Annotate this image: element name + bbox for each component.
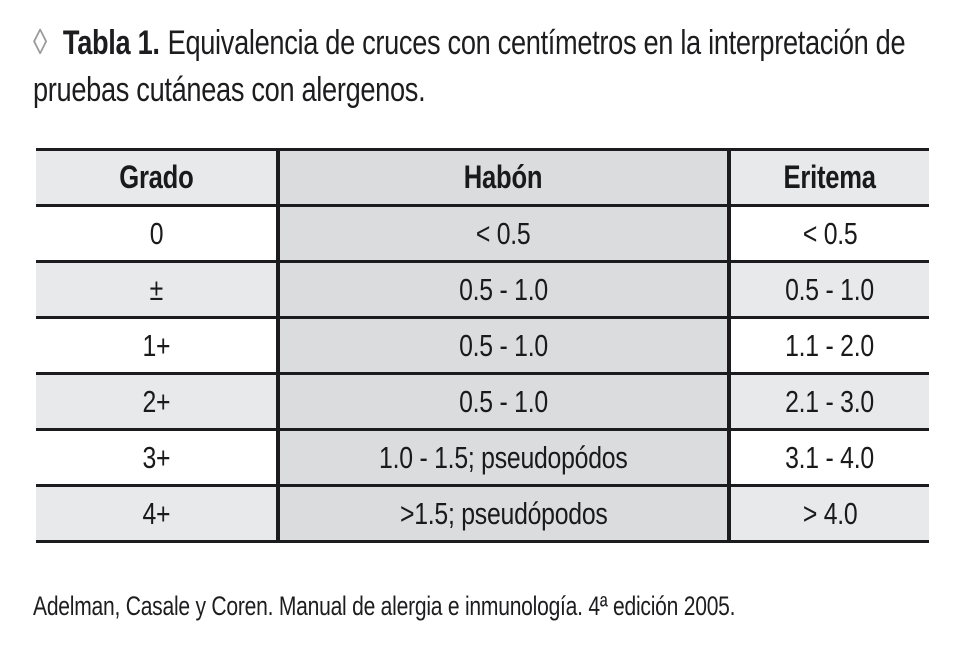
cell-grado: ± [36, 260, 280, 319]
cell-grado-value: 2+ [142, 383, 170, 419]
cell-eritema-value: > 4.0 [802, 495, 858, 531]
cell-habon: >1.5; pseudópodos [278, 484, 731, 543]
column-header-eritema: Eritema [729, 148, 929, 207]
column-header-habon-label: Habón [464, 159, 543, 195]
cell-habon-value: 0.5 - 1.0 [459, 383, 548, 419]
table-row: 2+ 0.5 - 1.0 2.1 - 3.0 [36, 372, 929, 431]
column-header-eritema-label: Eritema [783, 159, 877, 195]
cell-habon: 0.5 - 1.0 [278, 372, 731, 431]
column-header-habon: Habón [278, 148, 731, 207]
cell-eritema: 0.5 - 1.0 [729, 260, 929, 319]
table-row: 3+ 1.0 - 1.5; pseudopódos 3.1 - 4.0 [36, 428, 929, 487]
cell-grado: 2+ [36, 372, 280, 431]
cell-eritema: > 4.0 [729, 484, 929, 543]
cell-eritema-value: 1.1 - 2.0 [785, 327, 875, 363]
table-row: 4+ >1.5; pseudópodos > 4.0 [36, 484, 929, 543]
cell-eritema: 3.1 - 4.0 [729, 428, 929, 487]
citation: Adelman, Casale y Coren. Manual de alerg… [33, 591, 736, 621]
table-header: Grado Habón Eritema [36, 148, 929, 207]
cell-habon-value: 0.5 - 1.0 [459, 271, 548, 307]
cell-eritema-value: < 0.5 [802, 215, 858, 251]
cell-grado-value: 0 [149, 215, 163, 251]
cell-eritema-value: 2.1 - 3.0 [785, 383, 875, 419]
caption-line2: pruebas cutáneas con alergenos. [33, 71, 426, 109]
table-row: 0 < 0.5 < 0.5 [36, 204, 929, 263]
cell-habon-value: 1.0 - 1.5; pseudopódos [379, 439, 628, 475]
cell-habon-value: 0.5 - 1.0 [459, 327, 548, 363]
table-body: 0 < 0.5 < 0.5 ± 0.5 - 1.0 0.5 - 1.0 1+ 0… [36, 204, 929, 543]
cell-eritema-value: 0.5 - 1.0 [785, 271, 875, 307]
cell-habon: < 0.5 [278, 204, 731, 263]
cell-grado-value: 3+ [142, 439, 170, 475]
cell-habon: 1.0 - 1.5; pseudopódos [278, 428, 731, 487]
cell-eritema: 2.1 - 3.0 [729, 372, 929, 431]
cell-habon-value: < 0.5 [476, 215, 531, 251]
cell-grado: 3+ [36, 428, 280, 487]
cell-habon-value: >1.5; pseudópodos [399, 495, 608, 531]
cell-habon: 0.5 - 1.0 [278, 316, 731, 375]
table-row: 1+ 0.5 - 1.0 1.1 - 2.0 [36, 316, 929, 375]
caption-label: Tabla 1. [62, 24, 160, 62]
cell-eritema-value: 3.1 - 4.0 [785, 439, 875, 475]
cell-grado: 4+ [36, 484, 280, 543]
cell-grado-value: ± [149, 271, 163, 307]
diamond-icon: ◊ [33, 21, 47, 62]
equivalence-table: Grado Habón Eritema 0 < 0.5 < 0.5 ± 0.5 … [36, 148, 929, 543]
caption-line1: Equivalencia de cruces con centímetros e… [167, 24, 906, 62]
column-header-grado-label: Grado [118, 159, 194, 195]
column-header-grado: Grado [36, 148, 280, 207]
cell-eritema: < 0.5 [729, 204, 929, 263]
cell-grado-value: 1+ [142, 327, 170, 363]
cell-habon: 0.5 - 1.0 [278, 260, 731, 319]
cell-grado-value: 4+ [142, 495, 170, 531]
cell-grado: 1+ [36, 316, 280, 375]
table-caption: ◊ Tabla 1. Equivalencia de cruces con cent… [33, 18, 906, 114]
cell-grado: 0 [36, 204, 280, 263]
table-row: ± 0.5 - 1.0 0.5 - 1.0 [36, 260, 929, 319]
cell-eritema: 1.1 - 2.0 [729, 316, 929, 375]
header-row: Grado Habón Eritema [36, 148, 929, 207]
